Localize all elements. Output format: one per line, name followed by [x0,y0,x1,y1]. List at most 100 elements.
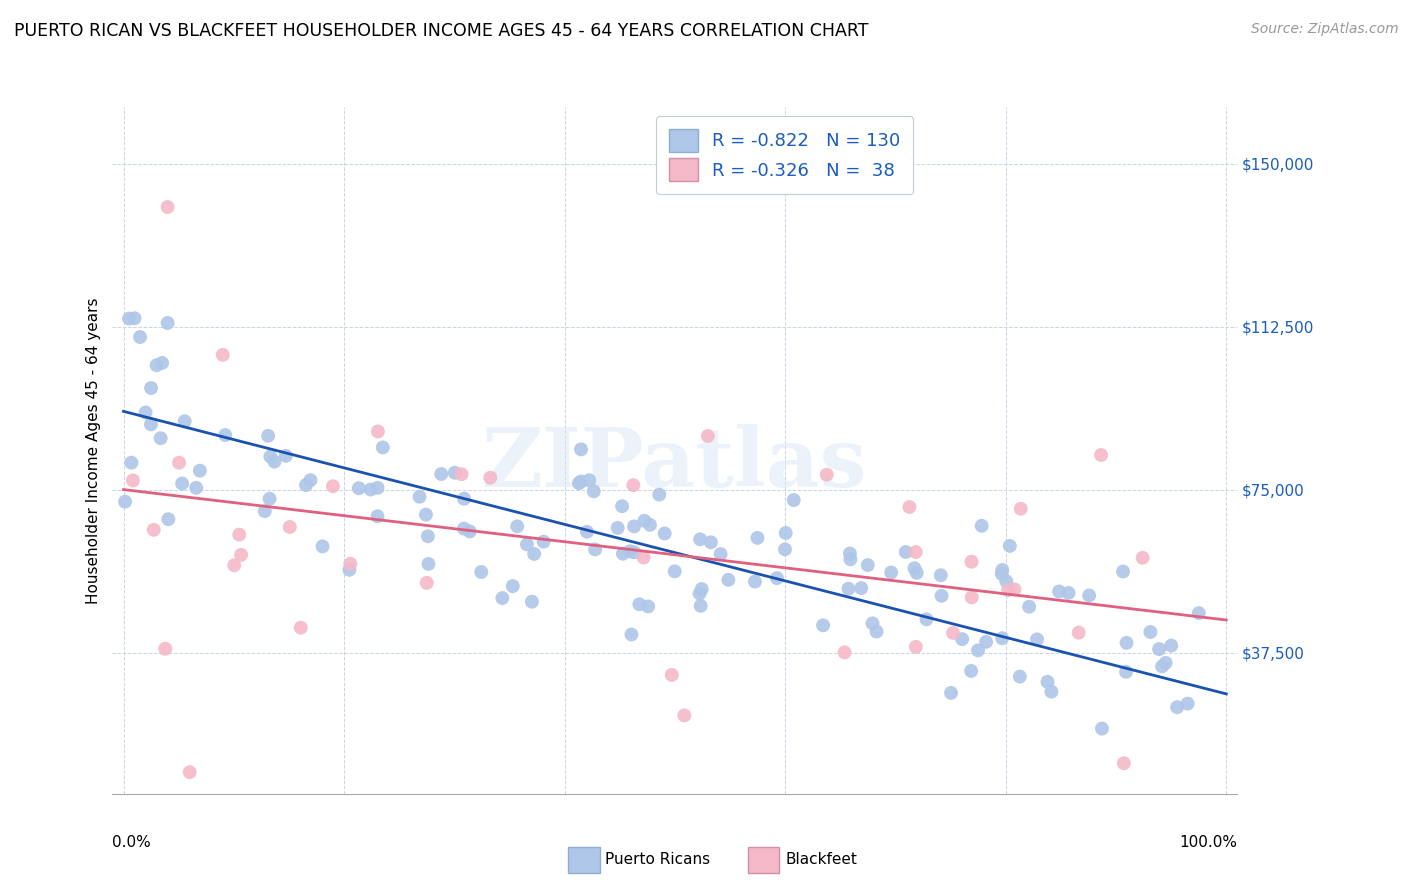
Point [839,547,862,561]
Point [274,449,297,463]
Text: ZIPatlas: ZIPatlas [482,425,868,504]
Point [1188,606,1211,620]
Point [156,200,179,214]
Point [367,425,389,439]
Text: Blackfeet: Blackfeet [785,852,858,867]
Point [1166,700,1188,714]
Point [654,526,676,541]
Point [1152,659,1174,673]
Point [569,442,592,457]
FancyBboxPatch shape [568,847,599,873]
Point [173,414,195,428]
Point [717,573,740,587]
Point [747,531,769,545]
Point [172,476,194,491]
Point [766,571,789,585]
Point [502,579,524,593]
Point [453,491,475,506]
Point [1154,656,1177,670]
Point [479,471,502,485]
Point [773,542,796,557]
Point [633,514,655,528]
Point [418,557,440,571]
Text: 0.0%: 0.0% [112,835,152,850]
Point [1008,670,1031,684]
Point [638,517,661,532]
Point [1036,674,1059,689]
Point [856,558,879,573]
Point [633,550,655,565]
Point [516,537,538,551]
Point [974,635,997,649]
Point [430,467,453,481]
Point [904,545,927,559]
Point [997,583,1019,598]
Point [506,519,529,533]
Point [612,547,634,561]
Y-axis label: Householder Income Ages 45 - 64 years: Householder Income Ages 45 - 64 years [86,297,101,604]
Point [408,490,430,504]
Point [628,597,651,611]
Point [1090,448,1112,462]
Point [1026,632,1049,647]
Point [815,467,838,482]
Point [1160,639,1182,653]
Legend: R = -0.822   N = 130, R = -0.326   N =  38: R = -0.822 N = 130, R = -0.326 N = 38 [657,116,914,194]
Point [783,493,806,508]
Point [744,574,766,589]
Point [862,616,884,631]
Point [347,481,370,495]
Point [621,478,644,492]
Point [122,474,145,488]
Point [443,466,465,480]
Point [578,473,600,487]
Point [960,555,983,569]
Text: 100.0%: 100.0% [1180,835,1237,850]
Point [569,475,592,489]
Point [533,534,555,549]
Point [689,599,711,613]
Point [118,311,141,326]
Point [360,483,382,497]
Point [150,356,173,370]
Point [450,467,472,482]
Point [1047,584,1070,599]
Point [960,664,983,678]
Point [620,627,643,641]
Point [696,429,718,443]
Point [1139,625,1161,640]
Point [575,524,598,539]
Point [295,478,318,492]
Point [1112,756,1135,771]
Point [139,381,162,395]
Point [149,431,172,445]
Point [263,455,285,469]
Point [1147,642,1170,657]
Point [186,481,208,495]
Point [689,533,711,547]
Point [145,358,167,372]
Point [1091,722,1114,736]
Point [179,765,201,780]
Point [700,535,723,549]
Point [623,545,645,559]
Point [839,552,862,566]
Point [299,473,322,487]
Point [322,479,344,493]
Point [690,582,713,596]
Point [837,582,859,596]
Point [416,575,439,590]
Point [157,512,180,526]
Point [229,548,252,562]
Point [167,456,190,470]
Point [637,599,659,614]
Point [520,595,543,609]
Point [214,428,236,442]
Point [1057,586,1080,600]
Point [619,544,641,558]
Text: Puerto Ricans: Puerto Ricans [605,852,710,867]
Point [568,476,591,491]
Point [960,591,983,605]
Point [967,643,990,657]
Point [1067,625,1090,640]
